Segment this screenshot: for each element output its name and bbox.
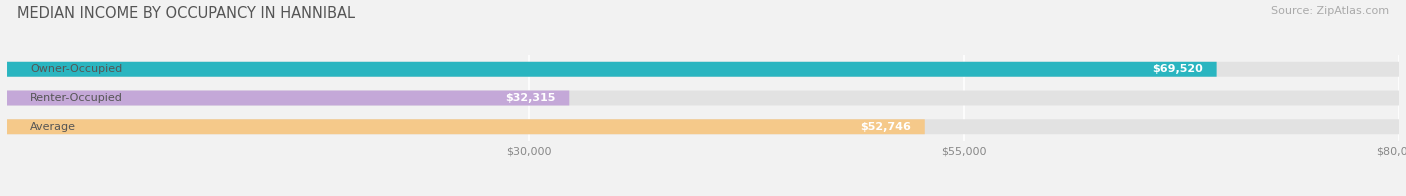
FancyBboxPatch shape [7, 119, 1399, 134]
Text: $52,746: $52,746 [860, 122, 911, 132]
Text: Average: Average [30, 122, 76, 132]
Text: $32,315: $32,315 [505, 93, 555, 103]
Text: $69,520: $69,520 [1152, 64, 1202, 74]
Text: MEDIAN INCOME BY OCCUPANCY IN HANNIBAL: MEDIAN INCOME BY OCCUPANCY IN HANNIBAL [17, 6, 354, 21]
FancyBboxPatch shape [7, 91, 1399, 105]
Text: Owner-Occupied: Owner-Occupied [30, 64, 122, 74]
Text: Renter-Occupied: Renter-Occupied [30, 93, 122, 103]
FancyBboxPatch shape [7, 62, 1399, 77]
FancyBboxPatch shape [7, 119, 925, 134]
FancyBboxPatch shape [7, 91, 569, 105]
Text: Source: ZipAtlas.com: Source: ZipAtlas.com [1271, 6, 1389, 16]
FancyBboxPatch shape [7, 62, 1216, 77]
